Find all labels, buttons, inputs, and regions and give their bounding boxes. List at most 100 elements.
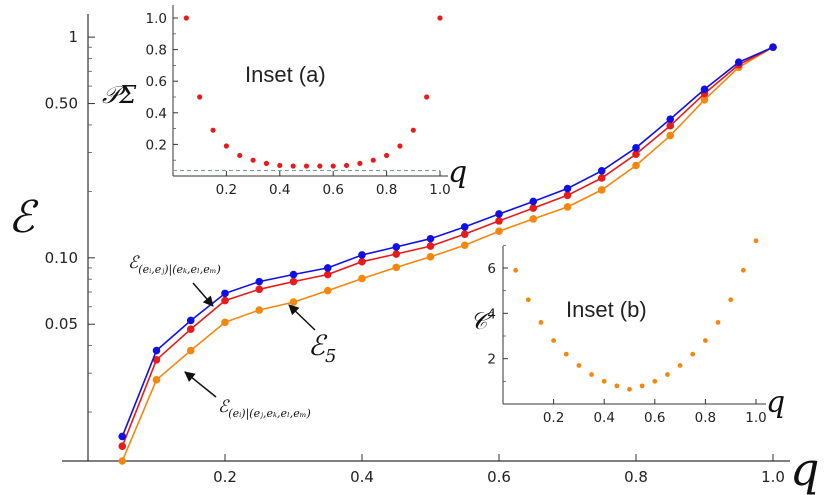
main-plot: 0.2 0.4 0.6 0.8 1.0 0.050.100.501 q ℰ ℰ(eᵢ,e… [8,14,819,495]
series-1-point [426,242,435,250]
inset-b-x-label: q [766,385,785,420]
series-0-point [734,58,743,66]
inset-b-x-tick-label: 0.4 [593,410,614,426]
inset-b-point [639,383,645,389]
inset-b-x-tick-label: 0.2 [543,410,564,426]
series-2-point [323,286,332,295]
inset-a-x-tick-label: 0.2 [216,182,237,198]
series-line-2 [121,46,774,462]
inset-a-x-tick-label: 0.4 [269,182,290,198]
series-1-point [495,217,503,225]
series-2-point [358,274,366,283]
inset-b-x-tick-label: 1.0 [745,410,766,426]
inset-a-point [437,15,443,21]
inset-b-point [677,363,683,368]
inset-b-point [740,267,746,273]
inset-a-title: Inset (a) [245,62,326,87]
inset-b-points [513,238,759,392]
series-0-point [495,210,503,218]
inset-a-y-tick-label: 0.4 [146,106,167,122]
svg-text:ℰ5: ℰ5 [308,329,336,367]
annotation-top-main: ℰ [128,253,140,273]
inset-b-point [665,372,670,377]
series-2-point [221,318,229,327]
annotation-bottom-main: ℰ [218,397,230,417]
series-0-point [118,432,127,441]
inset-b-point [614,383,620,389]
annotation-top-arrow [192,282,214,307]
inset-a-point [357,160,363,166]
series-2-point [255,306,264,314]
annotation-bottom-sub: (eᵢ)|(eⱼ,eₖ,eₗ,eₘ) [228,407,310,421]
inset-b-point [538,320,544,325]
inset-a-point [397,143,403,149]
annotation-top-sub: (eᵢ,eⱼ)|(eₖ,eₗ,eₘ) [138,263,220,277]
inset-b-x-tick-label: 0.8 [695,410,716,426]
svg-text:ℰ(eᵢ,eⱼ)|(eₖ,eₗ,eₘ): ℰ(eᵢ,eⱼ)|(eₖ,eₗ,eₘ) [128,253,221,277]
series-1-point [666,121,675,130]
series-2-point [392,263,401,272]
series-line-1 [121,46,774,447]
series-0-point [221,289,229,298]
series-2-point [152,375,161,384]
inset-b-point [589,372,594,377]
series-0-point [289,270,298,279]
series-2-point [426,253,435,261]
inset-b-point [576,363,582,368]
series-2-point [529,215,538,223]
inset-b-x-tick-label: 0.6 [644,410,665,426]
inset-a-y-tick-label: 0.2 [146,137,167,153]
inset-a-point [317,163,323,169]
series-1-point [597,174,606,182]
annotation-mid-sub: 5 [325,346,336,367]
inset-b-point [551,338,556,343]
main-y-ticks: 0.05 0.10 0.50 1 [45,28,95,413]
inset-a-point [210,127,216,133]
inset-b-y-tick-label: 2 [487,352,496,368]
inset-a-point [330,163,336,169]
inset-a-y-tick-label: 0.8 [146,43,167,59]
inset-a-x-tick-label: 0.6 [322,182,343,198]
series-1-point [221,296,229,305]
series-0-point [563,184,572,193]
series-0-point [700,85,709,94]
main-x-tick-label: 0.4 [350,468,374,486]
series-0-point [460,223,469,231]
inset-b-point [513,267,519,273]
inset-a-y-label: 𝒫Σ [102,81,137,109]
series-1-point [392,250,401,258]
inset-b-point [525,297,531,303]
series-0-point [597,166,606,175]
inset-b-point [627,386,632,392]
series-1-point [323,270,332,279]
annotation-top: ℰ(eᵢ,eⱼ)|(eₖ,eₗ,eₘ) [128,253,221,307]
series-0-point [255,277,264,286]
inset-a-point [370,157,376,163]
main-y-label: ℰ [8,192,39,243]
series-1-point [358,257,366,266]
series-2-point [289,298,298,306]
series-0-point [152,346,161,355]
inset-a-x-tick-label: 0.8 [376,182,397,198]
inset-b-point [728,297,734,303]
inset-a-point [223,143,229,149]
inset-a-y-ticks: 0.2 0.4 0.6 0.8 1.0 [146,11,178,161]
series-1-point [152,355,161,364]
annotation-mid-main: ℰ [308,329,328,362]
main-y-tick-label: 1 [68,28,78,46]
annotation-bottom: ℰ(eᵢ)|(eⱼ,eₖ,eₗ,eₘ) [184,371,311,421]
svg-text:ℰ(eᵢ)|(eⱼ,eₖ,eₗ,eₘ): ℰ(eᵢ)|(eⱼ,eₖ,eₗ,eₘ) [218,397,311,421]
series-0-point [323,264,332,272]
series-0-point [632,144,640,152]
inset-b-point [753,238,759,244]
series-2-point [563,203,572,211]
main-x-tick-label: 0.2 [213,468,237,486]
main-y-tick-label: 0.05 [45,315,78,333]
series-2-point [666,131,675,140]
inset-a-point [237,152,243,159]
inset-b-y-tick-label: 6 [487,261,496,277]
series-0-point [666,115,675,123]
inset-a-y-tick-label: 0.6 [146,74,167,90]
main-x-ticks: 0.2 0.4 0.6 0.8 1.0 [213,454,785,486]
